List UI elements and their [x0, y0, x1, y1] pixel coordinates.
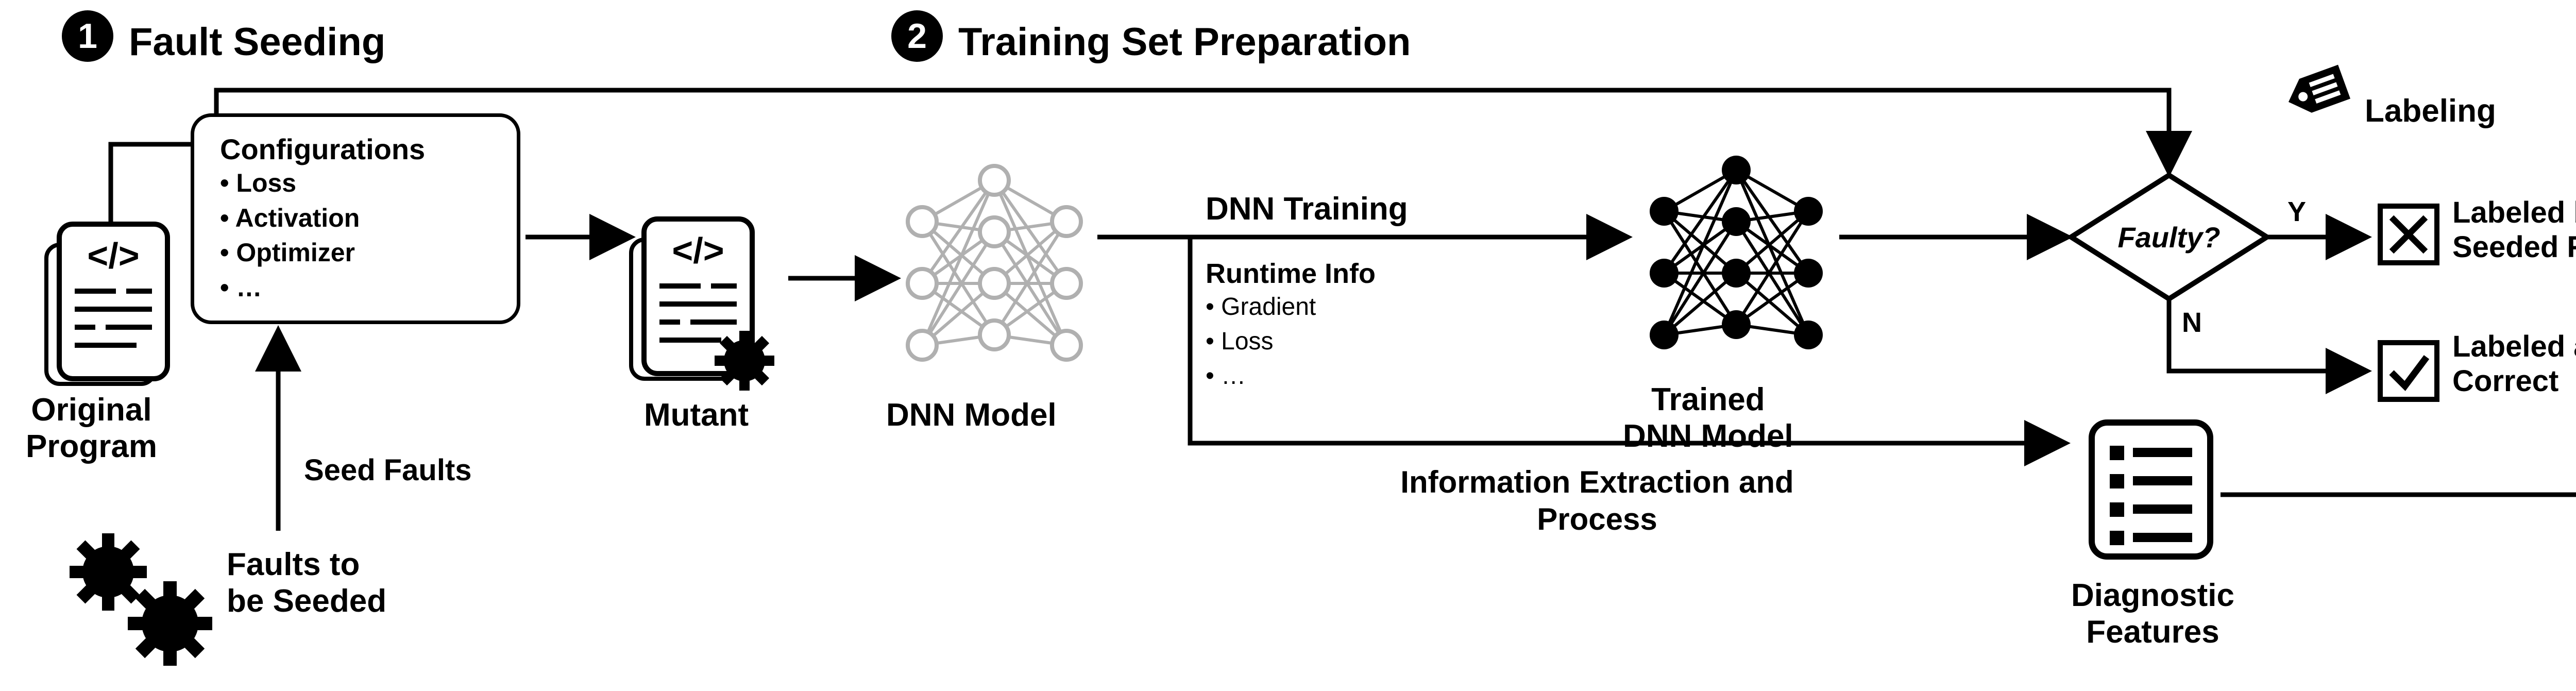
svg-text:</>: </>	[672, 230, 724, 271]
config-item: • Activation	[220, 201, 491, 236]
decision-n: N	[2182, 307, 2202, 339]
config-item: • Optimizer	[220, 235, 491, 271]
svg-text:Faulty?: Faulty?	[2117, 221, 2220, 254]
trained-dnn-icon	[1650, 156, 1823, 349]
trained-dnn-label: Trained DNN Model	[1623, 381, 1793, 455]
runtime-item: • Gradient	[1206, 290, 1376, 324]
runtime-header: Runtime Info	[1206, 258, 1376, 290]
config-item: • …	[220, 271, 491, 306]
faulty-decision: Faulty?	[2071, 175, 2267, 299]
mutant-icon: </>	[631, 219, 774, 391]
labeled-correct-label: Labeled as Correct	[2452, 330, 2576, 398]
stage-bullet-2: 2	[891, 10, 943, 62]
config-box: Configurations • Loss • Activation • Opt…	[191, 113, 520, 324]
labeling-label: Labeling	[2365, 93, 2496, 129]
stage-title-1: Fault Seeding	[129, 20, 385, 64]
edge-loop-top	[111, 144, 191, 222]
decision-y: Y	[2287, 196, 2306, 228]
diagnostic-features-label: Diagnostic Features	[2071, 577, 2234, 651]
x-box-icon	[2380, 206, 2437, 263]
gears-icon	[70, 533, 212, 666]
info-process-label: Information Extraction and Process	[1236, 464, 1958, 538]
labeling-tag-icon	[2282, 65, 2350, 119]
faults-to-seed-label: Faults to be Seeded	[227, 546, 386, 620]
features-list-icon	[2092, 423, 2210, 557]
runtime-info-box: Runtime Info • Gradient • Loss • …	[1206, 258, 1376, 394]
seed-faults-label: Seed Faults	[304, 453, 472, 488]
check-box-icon	[2380, 343, 2437, 399]
original-program-icon: </>	[46, 224, 167, 384]
runtime-item: • …	[1206, 359, 1376, 393]
config-header: Configurations	[220, 132, 491, 166]
runtime-item: • Loss	[1206, 324, 1376, 359]
dnn-training-label: DNN Training	[1206, 191, 1408, 227]
svg-text:</>: </>	[87, 235, 139, 276]
dnn-model-label: DNN Model	[886, 397, 1057, 433]
stage-bullet-1: 1	[62, 10, 113, 62]
mutant-label: Mutant	[644, 397, 749, 433]
stage-title-2: Training Set Preparation	[958, 20, 1411, 64]
dnn-model-gray-icon	[908, 166, 1081, 360]
config-item: • Loss	[220, 166, 491, 201]
original-program-label: Original Program	[26, 392, 157, 465]
labeled-seeded-label: Labeled by Seeded Faults	[2452, 196, 2576, 264]
